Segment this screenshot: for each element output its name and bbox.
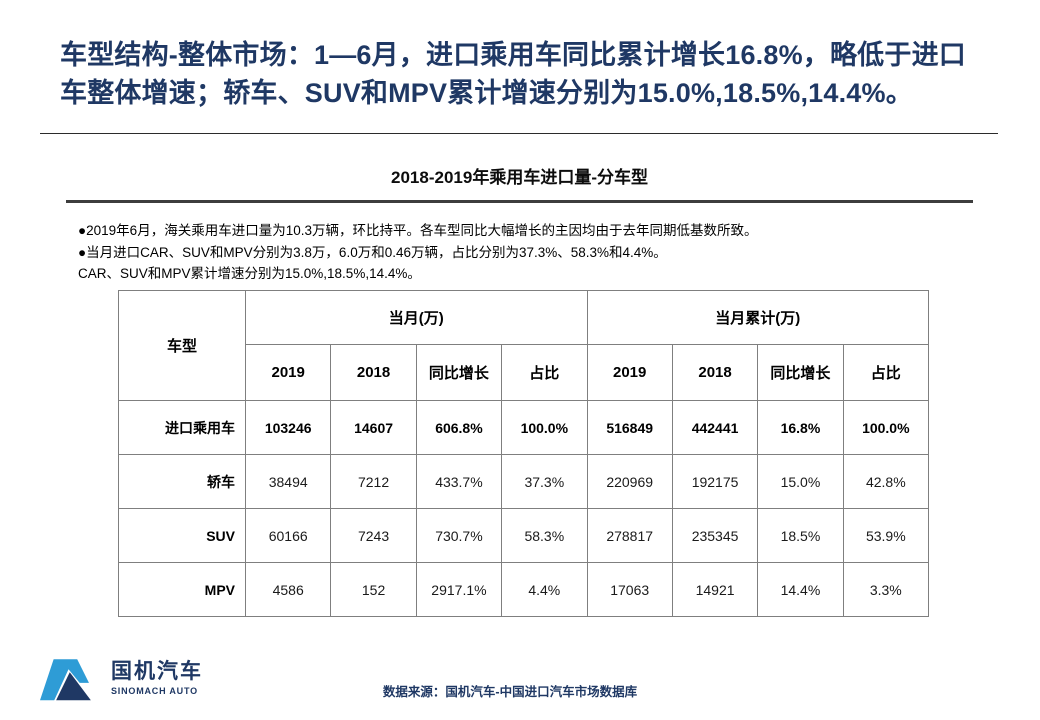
table-cell: 14.4% [757,562,844,617]
table-cell: 15.0% [757,454,844,509]
table-cell: 2917.1% [415,562,503,617]
logo-text: 国机汽车 SINOMACH AUTO [111,660,203,696]
logo-name-cn: 国机汽车 [111,660,203,684]
table-cell: 16.8% [757,400,844,455]
subheader-cell: 2019 [586,344,673,401]
table-cell: 42.8% [842,454,930,509]
table-cell: 100.0% [501,400,588,455]
row-label-cell: MPV [118,562,246,617]
table-subheader-row: 2019 2018 同比增长 占比 2019 2018 同比增长 占比 [119,344,930,401]
table-cell: 7243 [330,508,417,563]
slide-title: 车型结构-整体市场：1—6月，进口乘用车同比累计增长16.8%，略低于进口车整体… [60,40,966,109]
table-cell: 278817 [586,508,673,563]
table-cell: 606.8% [415,400,503,455]
table-cell: 3.3% [842,562,930,617]
table-cell: 103246 [244,400,332,455]
table-cell: 17063 [586,562,673,617]
table-cell: 442441 [671,400,759,455]
logo-name-en: SINOMACH AUTO [111,685,198,696]
table-cell: 192175 [671,454,759,509]
table-cell: 4.4% [501,562,588,617]
chart-title: 2018-2019年乘用车进口量-分车型 [391,168,648,187]
table-cell: 60166 [244,508,332,563]
subheader-cell: 2018 [330,344,417,401]
table-cell: 58.3% [501,508,588,563]
table-cell: 152 [330,562,417,617]
table-cell: 7212 [330,454,417,509]
table-row: 进口乘用车 103246 14607 606.8% 100.0% 516849 … [118,400,930,455]
table-cell: 4586 [244,562,332,617]
table-cell: 53.9% [842,508,930,563]
table-cell: 18.5% [757,508,844,563]
table-cell: 730.7% [415,508,503,563]
subheader-cell: 同比增长 [415,344,503,401]
table-cell: 220969 [586,454,673,509]
table-cell: 433.7% [415,454,503,509]
row-label-cell: 进口乘用车 [118,400,246,455]
table-row: SUV 60166 7243 730.7% 58.3% 278817 23534… [118,508,930,563]
sinomach-mountain-icon [40,659,91,701]
table-cell: 100.0% [842,400,930,455]
bullet-line: ●当月进口CAR、SUV和MPV分别为3.8万，6.0万和0.46万辆，占比分别… [78,244,667,260]
table-cell: 14921 [671,562,759,617]
subheader-cell: 占比 [842,344,930,401]
table-cell: 37.3% [501,454,588,509]
chart-title-divider [66,200,973,203]
table-row: MPV 4586 152 2917.1% 4.4% 17063 14921 14… [118,562,930,617]
summary-bullets: ●2019年6月，海关乘用车进口量为10.3万辆，环比持平。各车型同比大幅增长的… [78,220,962,285]
table-header-group-row: 车型 当月(万) 当月累计(万) [118,290,929,401]
corner-header-cell: 车型 [118,290,246,401]
row-label-cell: SUV [118,508,246,563]
table-cell: 38494 [244,454,332,509]
subheader-cell: 2018 [671,344,759,401]
table-cell: 235345 [671,508,759,563]
subheader-cell: 2019 [244,344,332,401]
table-cell: 14607 [330,400,417,455]
group-header-cumulative: 当月累计(万) [586,290,929,345]
title-divider [40,133,998,134]
subheader-cell: 同比增长 [757,344,844,401]
row-label-cell: 轿车 [118,454,246,509]
data-source-note: 数据来源：国机汽车-中国进口汽车市场数据库 [382,685,638,699]
table-cell: 516849 [586,400,673,455]
import-volume-table: 车型 当月(万) 当月累计(万) 2019 2018 同比增长 占比 2019 … [118,290,930,617]
company-logo: 国机汽车 SINOMACH AUTO [40,655,203,702]
group-header-current-month: 当月(万) [245,290,588,345]
bullet-line: CAR、SUV和MPV累计增速分别为15.0%,18.5%,14.4%。 [78,266,421,282]
subheader-cell: 占比 [501,344,588,401]
table-row: 轿车 38494 7212 433.7% 37.3% 220969 192175… [118,454,930,509]
bullet-line: ●2019年6月，海关乘用车进口量为10.3万辆，环比持平。各车型同比大幅增长的… [78,223,758,238]
